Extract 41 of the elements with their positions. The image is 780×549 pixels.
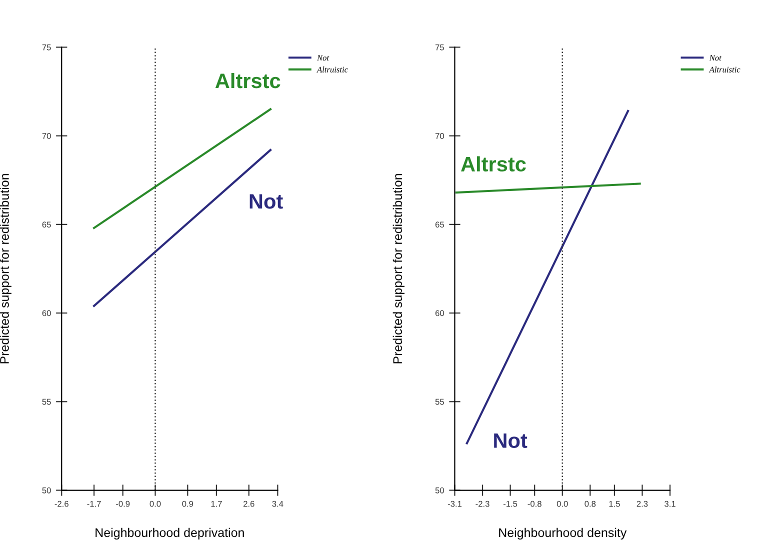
x-tick-label: 0.0 [556,500,568,507]
legend-label: Altruistic [316,66,348,72]
x-tick-label: 1.7 [211,500,222,507]
y-tick-label: 50 [42,487,51,494]
y-axis-title: Predicted support for redistribution [0,174,12,364]
y-tick-label: 60 [435,310,444,316]
x-axis-title: Neighbourhood deprivation [96,528,244,540]
x-tick-label: -0.8 [528,500,542,507]
x-tick-label: -1.5 [503,500,518,507]
annotation: Not [250,194,283,209]
annotation: Not [494,433,528,448]
y-tick-label: 55 [435,398,444,405]
legend-label: Altruistic [708,66,740,72]
annotation: Altrstc [215,72,280,88]
x-tick-label: -2.6 [54,500,68,507]
x-tick-label: -1.7 [87,500,101,507]
x-tick-label: 0.8 [584,500,596,507]
y-tick-label: 70 [42,133,51,139]
y-tick-label: 55 [42,398,51,405]
y-tick-label: 70 [435,133,444,139]
legend-label: Not [316,55,330,61]
y-tick-label: 60 [42,310,51,316]
x-tick-label: 0.0 [150,500,161,507]
y-tick-label: 75 [42,44,51,50]
x-axis-title: Neighbourhood density [499,528,627,540]
x-tick-label: 1.5 [609,500,620,507]
x-tick-label: -3.1 [448,500,462,507]
y-tick-label: 50 [435,487,444,494]
x-tick-label: 2.3 [636,500,648,507]
annotation: Altrstc [461,156,526,172]
x-tick-label: 0.9 [182,500,194,507]
x-tick-label: 2.6 [244,500,254,507]
y-axis-title: Predicted support for redistribution [392,174,404,364]
x-tick-label: 3.4 [272,500,284,507]
legend-label: Not [709,55,722,61]
y-tick-label: 65 [435,222,444,228]
y-tick-label: 65 [42,222,51,228]
x-tick-label: -2.3 [476,500,490,507]
x-tick-label: -0.9 [116,500,130,507]
y-tick-label: 75 [435,44,444,50]
x-tick-label: 3.1 [664,500,676,507]
